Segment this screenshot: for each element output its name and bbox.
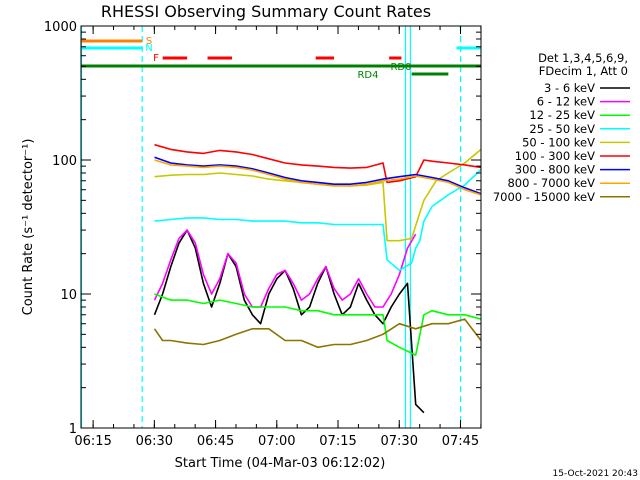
y-tick-label: 1000 xyxy=(44,20,77,35)
plot-frame xyxy=(80,25,482,429)
state-label-rd4: RD4 xyxy=(357,70,378,81)
x-tick-label: 07:15 xyxy=(319,434,356,449)
series-line-7 xyxy=(154,156,481,195)
x-tick-label: 07:45 xyxy=(442,434,479,449)
state-bars: SNF RD0 RD4 xyxy=(81,36,481,81)
x-tick-label: 06:15 xyxy=(74,434,111,449)
legend-label: 100 - 300 keV xyxy=(515,149,595,163)
y-tick-label: 1 xyxy=(69,422,77,437)
series-line-9 xyxy=(153,318,481,349)
state-label-f: F xyxy=(153,53,159,64)
legend: Det 1,3,4,5,6,9,FDecim 1, Att 0 3 - 6 keV… xyxy=(493,51,630,204)
series-line-4 xyxy=(154,168,481,272)
vertical-markers xyxy=(80,26,462,428)
x-tick-label: 07:00 xyxy=(258,434,295,449)
chart-title: RHESSI Observing Summary Count Rates xyxy=(101,2,431,21)
state-label-s: S xyxy=(146,36,152,47)
x-tick-label: 06:30 xyxy=(136,434,173,449)
series-line-1 xyxy=(153,229,425,414)
legend-label: 25 - 50 keV xyxy=(529,122,595,136)
x-axis-label: Start Time (04-Mar-03 06:12:02) xyxy=(175,456,386,471)
legend-header-line: Det 1,3,4,5,6,9, xyxy=(538,51,628,65)
y-tick-label: 100 xyxy=(52,154,77,169)
footer-timestamp: 15-Oct-2021 20:43 xyxy=(553,469,638,479)
legend-label: 6 - 12 keV xyxy=(537,95,595,109)
legend-label: 3 - 6 keV xyxy=(544,81,595,95)
series-line-2 xyxy=(153,229,417,308)
y-axis: 1 10 100 1000 xyxy=(44,20,481,437)
legend-label: 800 - 7000 keV xyxy=(507,176,595,190)
series-line-8 xyxy=(154,159,481,196)
series-layer xyxy=(153,143,481,414)
y-axis-label: Count Rate (s⁻¹ detector⁻¹) xyxy=(21,139,36,316)
y-tick-label: 10 xyxy=(60,288,77,303)
state-label-n: N xyxy=(145,43,152,54)
legend-header-line: FDecim 1, Att 0 xyxy=(539,64,628,78)
legend-label: 12 - 25 keV xyxy=(529,108,595,122)
state-label-rd0: RD0 xyxy=(390,62,411,73)
legend-label: 50 - 100 keV xyxy=(522,135,595,149)
series-line-3 xyxy=(154,293,481,356)
series-line-6 xyxy=(154,143,481,184)
x-axis: 06:15 06:30 06:45 07:00 07:15 07:30 07:45 xyxy=(74,26,482,449)
legend-label: 7000 - 15000 keV xyxy=(493,190,595,204)
series-line-5 xyxy=(154,148,481,242)
x-tick-label: 07:30 xyxy=(381,434,418,449)
legend-label: 300 - 800 keV xyxy=(515,163,595,177)
x-tick-label: 06:45 xyxy=(197,434,234,449)
